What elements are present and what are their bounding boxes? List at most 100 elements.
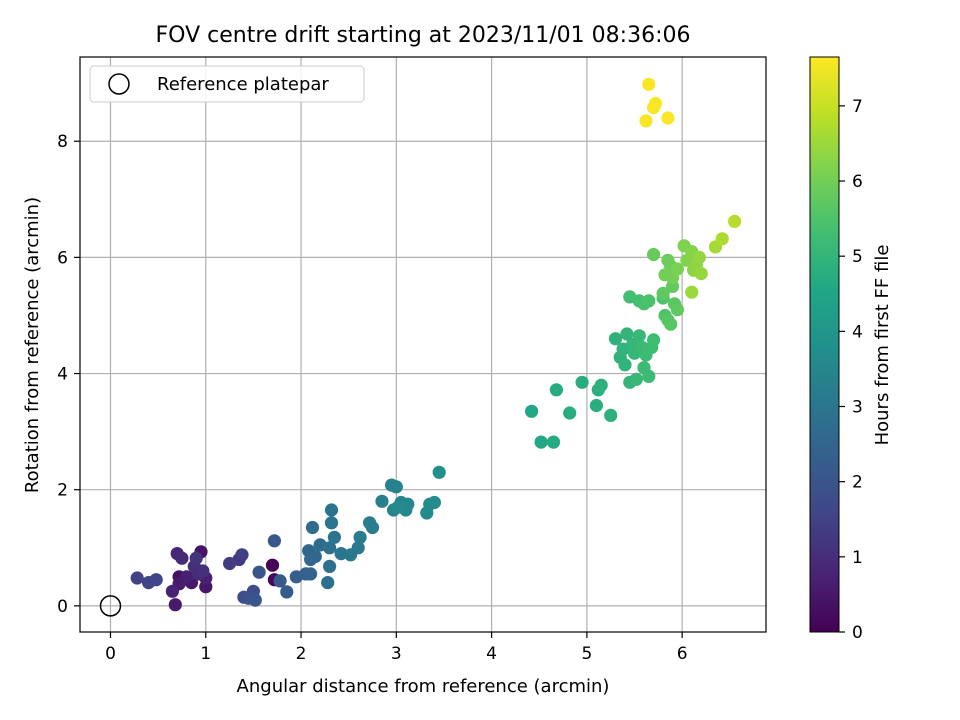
scatter-point [692,250,706,264]
scatter-point [248,593,262,607]
colorbar-tick-label: 1 [852,548,863,568]
y-axis-ticks: 0 2 4 6 8 [57,132,80,617]
scatter-point [149,573,163,587]
colorbar-tick-label: 4 [852,322,863,342]
legend: Reference platepar [89,65,365,103]
scatter-point [546,435,561,449]
scatter-point [642,369,656,383]
scatter-point [327,530,341,544]
colorbar-tick-label: 6 [852,172,863,192]
legend-reference-marker [108,73,130,95]
legend-box [89,65,365,103]
colorbar-tick-label: 2 [852,473,863,493]
grid-lines [80,57,766,632]
chart-title: FOV centre drift starting at 2023/11/01 … [156,23,691,48]
scatter-point [620,327,634,341]
scatter-point [694,267,708,281]
scatter-point [353,530,367,544]
y-tick-label: 4 [57,365,68,385]
scatter-point [728,214,742,228]
y-tick-label: 6 [57,248,68,268]
scatter-point [575,375,589,389]
scatter-point [642,77,656,91]
scatter-point [323,559,337,574]
scatter-point [196,564,210,578]
reference-platepar-marker [99,595,122,617]
scatter-point [273,574,287,588]
x-tick-label: 4 [486,644,497,664]
colorbar-label: Hours from first FF file [872,245,893,446]
scatter-point [223,556,237,571]
scatter-point [647,100,661,115]
x-tick-label: 5 [581,644,592,664]
scatter-point [324,503,339,517]
scatter-point [265,558,280,572]
x-tick-label: 1 [200,644,211,664]
scatter-point [351,541,365,555]
colorbar-tick-label: 3 [852,398,863,418]
scatter-point [165,584,179,598]
colorbar-tick-label: 7 [852,97,863,117]
scatter-point [304,552,318,567]
scatter-point [365,520,380,535]
scatter-point [175,551,189,565]
scatter-point [168,598,182,612]
colorbar-ticks: 0 1 2 3 4 5 6 7 [839,97,863,643]
scatter-point [670,262,685,276]
y-tick-label: 8 [57,132,68,152]
scatter-point [629,372,644,386]
scatter-point [715,232,729,246]
scatter-point [632,329,646,343]
y-axis-label: Rotation from reference (arcmin) [22,197,43,493]
scatter-point [189,551,203,565]
colorbar: 0 1 2 3 4 5 6 7 Hours from first FF file [809,56,893,643]
scatter-point [618,358,632,372]
colorbar-tick-label: 5 [852,247,863,267]
scatter-point [235,548,249,562]
x-tick-label: 3 [391,644,402,664]
legend-label: Reference platepar [157,74,329,95]
scatter-point [647,333,661,347]
scatter-point [594,378,608,392]
data-points [99,77,742,617]
colorbar-tick-label: 0 [852,623,863,643]
scatter-point [647,247,661,262]
x-axis-label: Angular distance from reference (arcmin) [237,676,610,697]
scatter-point [670,303,685,317]
scatter-point [391,500,405,514]
scatter-point [432,465,446,479]
scatter-point [608,332,623,346]
scatter-point [324,516,339,530]
x-tick-label: 0 [105,644,116,664]
scatter-point [375,494,389,508]
scatter-point [321,576,335,590]
scatter-point [130,571,144,585]
scatter-point [549,383,564,397]
scatter-point [252,565,266,579]
scatter-point [639,114,653,128]
scatter-point [685,285,699,299]
colorbar-gradient [809,56,840,633]
scatter-point [389,480,403,494]
scatter-point [563,406,577,420]
scatter-point [534,435,548,449]
scatter-point [305,520,320,535]
scatter-point [323,541,337,555]
scatter-point [525,404,539,418]
scatter-point [304,567,318,581]
x-tick-label: 2 [296,644,307,664]
plot-frame [79,56,767,633]
scatter-point [642,294,656,308]
scatter-point [661,111,675,125]
x-tick-label: 6 [677,644,688,664]
y-tick-label: 0 [57,597,68,617]
scatter-point [604,408,618,422]
scatter-point [267,534,281,548]
y-tick-label: 2 [57,481,68,501]
scatter-point [427,495,441,510]
scatter-point [589,398,604,413]
scatter-point [656,286,670,300]
scatter-point [180,570,194,584]
scatter-point [664,317,678,331]
